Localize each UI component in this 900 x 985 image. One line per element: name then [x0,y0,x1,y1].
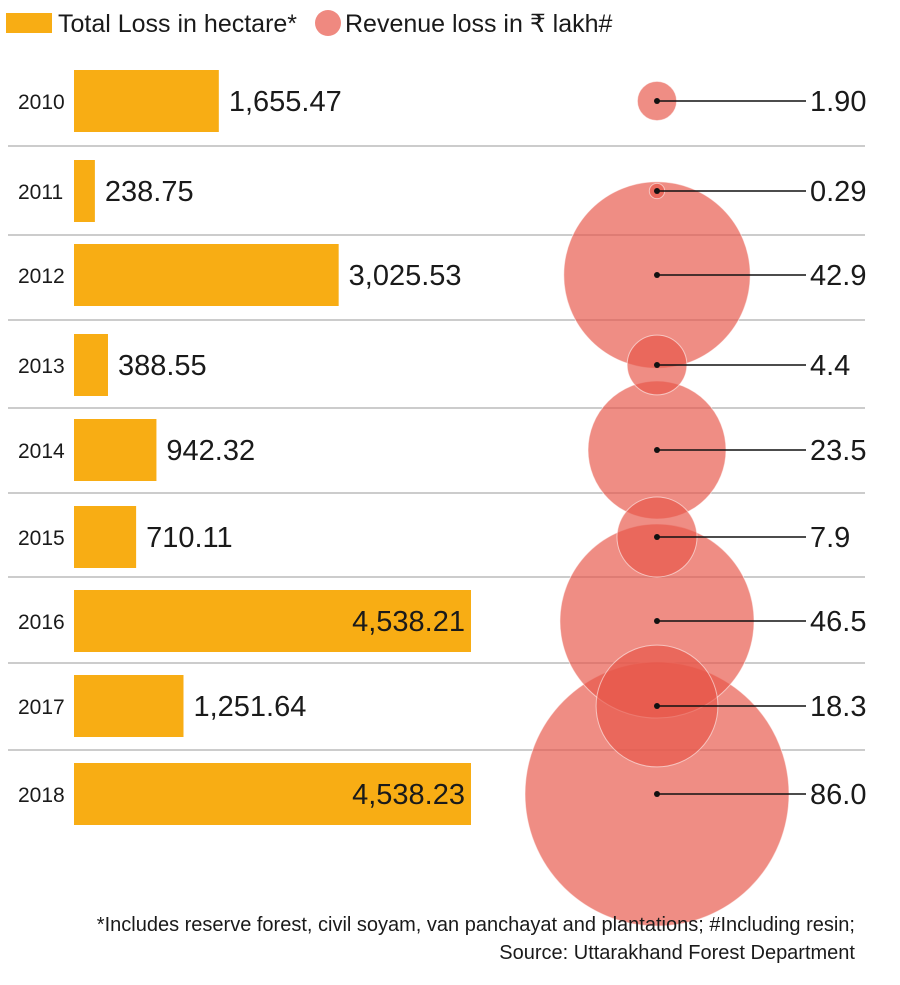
bar-value-2012: 3,025.53 [349,260,462,292]
year-label-2017: 2017 [18,696,65,719]
year-label-2014: 2014 [18,440,65,463]
gridlines [8,145,865,751]
bar-value-2018: 4,538.23 [352,779,465,811]
legend-bar-swatch [6,13,52,33]
revenue-value-2014: 23.5 [810,435,866,467]
legend-bubble-label: Revenue loss in ₹ lakh# [345,10,613,38]
bar-2015 [74,506,137,568]
labels: 2010 1,655.47 1.90 2011 238.75 0.29 2012 3,025.… [18,86,866,811]
year-label-2012: 2012 [18,265,65,288]
leader-dot-2015 [654,534,660,540]
bar-2018 [74,763,471,825]
year-label-2010: 2010 [18,91,65,114]
bar-value-2014: 942.32 [166,435,255,467]
bar-2017 [74,675,184,737]
bar-value-2010: 1,655.47 [229,86,342,118]
bar-value-2011: 238.75 [105,176,194,208]
leader-dot-2014 [654,447,660,453]
legend: Total Loss in hectare* Revenue loss in ₹… [6,10,613,38]
bar-value-2013: 388.55 [118,350,207,382]
bubbles [524,80,790,927]
bars [74,70,471,825]
leader-dot-2018 [654,791,660,797]
revenue-value-2011: 0.29 [810,176,866,208]
legend-bar-label: Total Loss in hectare* [58,10,297,38]
year-label-2013: 2013 [18,355,65,378]
bar-value-2017: 1,251.64 [193,691,306,723]
leader-dot-2016 [654,618,660,624]
leader-dot-2010 [654,98,660,104]
footnote-line-2: Source: Uttarakhand Forest Department [499,942,855,964]
bar-value-2016: 4,538.21 [352,606,465,638]
leader-dot-2011 [654,188,660,194]
year-label-2018: 2018 [18,784,65,807]
bar-2014 [74,419,157,481]
year-label-2016: 2016 [18,611,65,634]
leader-dot-2012 [654,272,660,278]
bar-2010 [74,70,219,132]
revenue-value-2016: 46.5 [810,606,866,638]
year-label-2015: 2015 [18,527,65,550]
bar-2013 [74,334,108,396]
revenue-value-2015: 7.9 [810,522,850,554]
bar-2016 [74,590,471,652]
leader-dot-2013 [654,362,660,368]
revenue-value-2018: 86.0 [810,779,866,811]
revenue-value-2013: 4.4 [810,350,850,382]
revenue-value-2012: 42.9 [810,260,866,292]
revenue-value-2010: 1.90 [810,86,866,118]
year-label-2011: 2011 [18,181,63,204]
bar-2011 [74,160,95,222]
footnote-line-1: *Includes reserve forest, civil soyam, v… [97,914,855,936]
bar-2012 [74,244,339,306]
leader-dot-2017 [654,703,660,709]
footnote: *Includes reserve forest, civil soyam, v… [97,914,856,964]
legend-bubble-swatch [315,10,341,36]
revenue-value-2017: 18.3 [810,691,866,723]
bar-value-2015: 710.11 [146,522,233,554]
